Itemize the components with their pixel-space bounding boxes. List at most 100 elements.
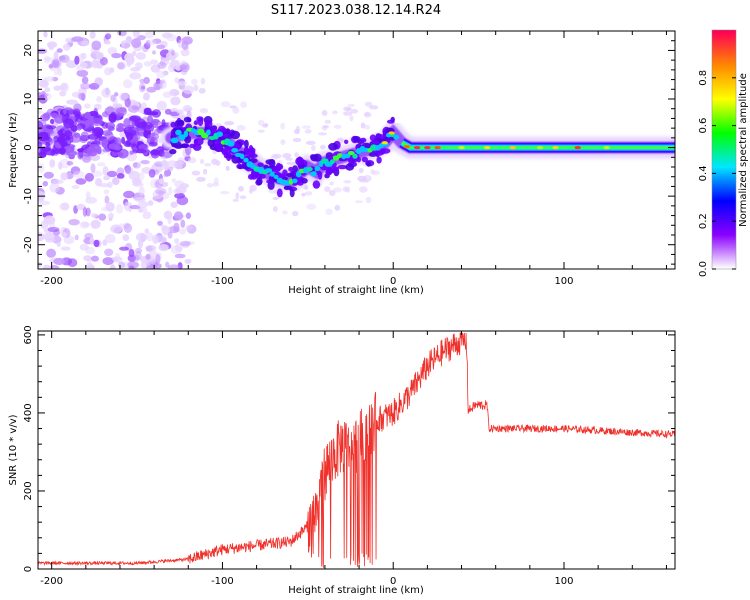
noise-blob <box>129 150 134 155</box>
ridge-lump <box>183 116 191 123</box>
ridge-lump <box>366 161 371 167</box>
noise-blob <box>306 203 317 210</box>
noise-blob <box>71 36 84 42</box>
noise-blob <box>232 107 240 114</box>
noise-blob <box>59 90 67 97</box>
snr-y-label: SNR (10 * v/v) <box>8 414 19 485</box>
noise-blob <box>163 210 173 220</box>
noise-blob <box>105 33 112 40</box>
colorbar-tick-label: 0.8 <box>698 70 709 86</box>
noise-blob <box>155 187 167 195</box>
ridge-lump <box>288 166 294 172</box>
noise-blob <box>343 180 352 184</box>
ridge-lump <box>286 172 293 178</box>
noise-blob <box>176 109 184 115</box>
ridge-lump <box>312 180 321 189</box>
ridge-bead <box>393 134 400 140</box>
spectrogram-blobs <box>38 31 380 269</box>
noise-blob <box>91 213 98 218</box>
noise-blob <box>131 38 142 49</box>
noise-blob <box>196 176 206 182</box>
x-tick-label: 100 <box>554 276 573 287</box>
noise-blob <box>46 129 55 135</box>
noise-blob <box>365 196 372 204</box>
hot-spot <box>424 146 431 150</box>
ridge-bead <box>307 167 313 172</box>
noise-blob <box>43 148 56 156</box>
noise-blob <box>84 111 91 120</box>
noise-blob <box>82 154 92 163</box>
noise-blob <box>364 101 373 107</box>
noise-blob <box>124 167 134 174</box>
noise-blob <box>132 105 139 111</box>
noise-blob <box>220 101 231 108</box>
noise-blob <box>239 195 247 200</box>
noise-blob <box>342 186 348 192</box>
noise-blob <box>176 160 185 165</box>
y-tick-label: -20 <box>23 237 34 253</box>
noise-blob <box>156 44 166 50</box>
noise-blob <box>142 121 153 130</box>
noise-blob <box>58 147 66 155</box>
noise-blob <box>128 265 135 269</box>
ridge-bead <box>243 157 249 163</box>
noise-blob <box>173 188 182 194</box>
hot-spot <box>403 145 411 149</box>
snr-x-ticks: -200 -100 0 100 <box>40 331 667 587</box>
noise-blob <box>170 96 181 106</box>
noise-blob <box>72 170 85 179</box>
noise-blob <box>240 101 248 108</box>
ridge-lump <box>207 138 215 147</box>
noise-blob <box>360 122 366 129</box>
noise-blob <box>104 131 114 141</box>
noise-blob <box>97 162 106 167</box>
noise-blob <box>147 133 160 141</box>
ridge-lump <box>215 143 222 152</box>
noise-blob <box>167 217 172 225</box>
ridge-bead <box>273 174 279 180</box>
ridge-lump <box>376 156 382 164</box>
noise-blob <box>198 87 206 94</box>
noise-blob <box>68 219 80 226</box>
noise-blob <box>162 70 169 76</box>
ridge-lump <box>295 156 305 166</box>
noise-blob <box>204 163 212 167</box>
noise-blob <box>101 88 112 98</box>
spectrogram-x-ticks: -200 -100 0 100 <box>40 31 667 287</box>
noise-blob <box>63 118 75 129</box>
noise-blob <box>42 112 50 121</box>
noise-blob <box>123 190 135 199</box>
noise-blob <box>107 47 118 55</box>
noise-blob <box>132 177 142 186</box>
noise-blob <box>104 248 114 257</box>
noise-blob <box>74 234 79 241</box>
noise-blob <box>364 111 370 117</box>
ridge-lump <box>345 163 355 171</box>
ridge-bead <box>310 171 317 177</box>
ridge-bead <box>178 134 186 141</box>
noise-blob <box>61 232 68 238</box>
noise-blob <box>108 143 118 150</box>
snr-frame <box>37 330 676 570</box>
noise-blob <box>328 190 336 196</box>
noise-blob <box>157 220 163 226</box>
noise-blob <box>147 257 157 264</box>
noise-blob <box>126 132 134 141</box>
noise-blob <box>248 189 254 194</box>
x-tick-label: -200 <box>40 576 63 587</box>
noise-blob <box>170 201 178 208</box>
noise-blob <box>126 152 138 162</box>
y-tick-label: 600 <box>23 325 34 344</box>
noise-blob <box>91 40 102 51</box>
ridge-bead <box>239 153 245 160</box>
colorbar-tick-label: 0.4 <box>698 165 709 181</box>
spectrogram-x-label: Height of straight line (km) <box>288 285 424 296</box>
noise-blob <box>39 147 45 156</box>
noise-blob <box>76 69 89 77</box>
noise-blob <box>102 147 111 153</box>
noise-blob <box>122 234 130 242</box>
noise-blob <box>163 173 169 178</box>
noise-blob <box>174 91 179 96</box>
